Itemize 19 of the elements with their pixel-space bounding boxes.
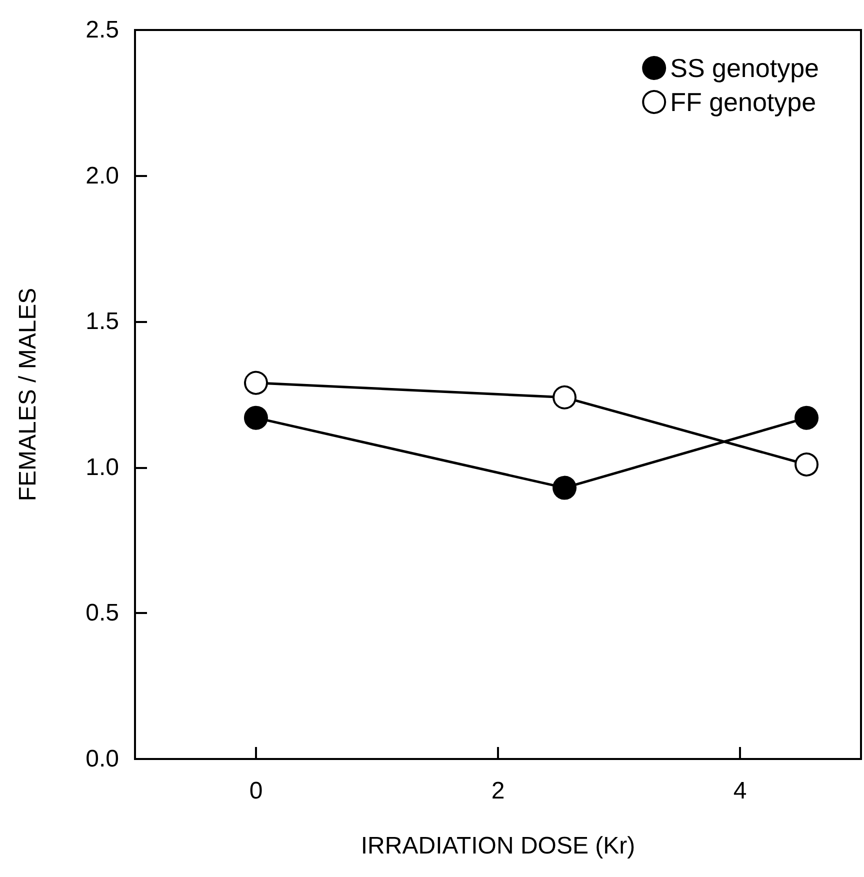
y-axis-title: FEMALES / MALES [14, 288, 42, 502]
x-axis-title: IRRADIATION DOSE (Kr) [360, 832, 636, 860]
point [244, 406, 268, 430]
y-tick-label: 0.5 [86, 600, 119, 627]
y-tick-label: 0.0 [86, 746, 119, 772]
y-tick-label: 1.0 [86, 454, 119, 481]
x-tick-label: 4 [733, 778, 747, 804]
x-tick-label: 2 [491, 778, 505, 804]
point [244, 370, 268, 395]
x-tick-label: 0 [249, 778, 263, 804]
legend-label: SS genotype [670, 53, 819, 83]
point [552, 385, 577, 410]
point [552, 476, 577, 500]
y-tick-label: 2.5 [86, 16, 119, 44]
point [794, 452, 819, 476]
legend-label: FF genotype [670, 87, 816, 117]
y-tick-label: 2.0 [86, 162, 119, 190]
y-tick-label: 1.5 [86, 308, 119, 336]
point [794, 406, 819, 430]
